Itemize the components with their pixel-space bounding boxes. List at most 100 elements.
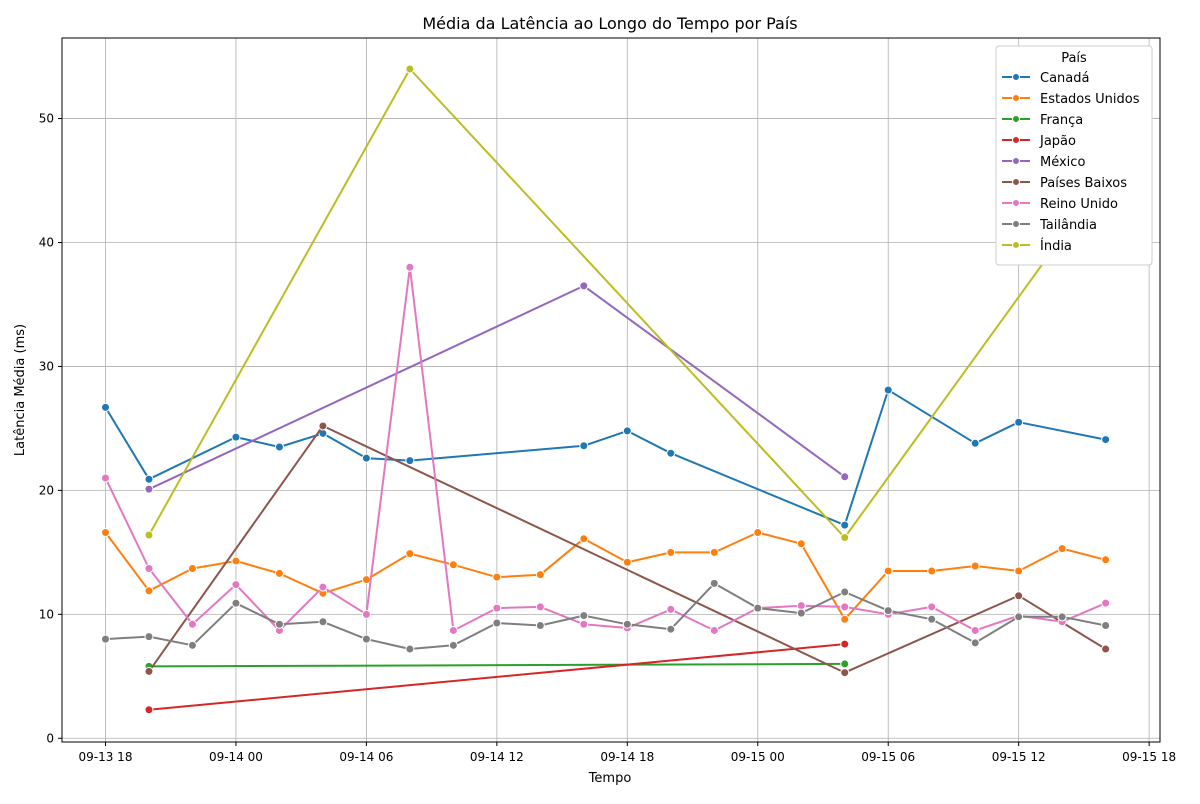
legend-swatch-marker — [1012, 73, 1020, 81]
data-point — [796, 601, 806, 611]
y-tick-label: 10 — [39, 607, 54, 621]
data-point — [144, 632, 154, 642]
data-point — [405, 549, 415, 559]
data-point — [579, 534, 589, 544]
data-point — [1101, 435, 1111, 445]
data-point — [187, 563, 197, 573]
series-5 — [144, 421, 1111, 678]
data-point — [709, 625, 719, 635]
data-point — [405, 64, 415, 74]
legend-title: País — [1061, 51, 1087, 66]
data-point — [405, 644, 415, 654]
legend-item: França — [1002, 113, 1083, 128]
legend-swatch-marker — [1012, 157, 1020, 165]
x-tick-label: 09-15 00 — [731, 750, 785, 764]
data-point — [492, 603, 502, 613]
x-tick-label: 09-14 12 — [470, 750, 524, 764]
x-tick-label: 09-14 00 — [209, 750, 263, 764]
plot-frame — [61, 37, 1161, 743]
series-line — [148, 662, 845, 668]
data-point — [579, 441, 589, 451]
data-point — [1057, 544, 1067, 554]
legend-label: França — [1040, 113, 1083, 128]
data-point — [1101, 598, 1111, 608]
data-point — [840, 520, 850, 530]
y-axis-label: Latência Média (ms) — [13, 324, 28, 456]
series-7 — [100, 578, 1111, 654]
legend-swatch-marker — [1012, 115, 1020, 123]
x-tick-label: 09-15 18 — [1122, 750, 1176, 764]
data-point — [535, 570, 545, 580]
legend-swatch-marker — [1012, 136, 1020, 144]
data-point — [840, 659, 850, 669]
legend-item: Índia — [1002, 238, 1072, 254]
data-point — [318, 582, 328, 592]
data-point — [231, 580, 241, 590]
data-point — [579, 281, 589, 291]
data-point — [666, 624, 676, 634]
data-point — [187, 640, 197, 650]
y-tick-label: 40 — [39, 236, 54, 250]
x-tick-label: 09-13 18 — [79, 750, 133, 764]
data-point — [1101, 620, 1111, 630]
data-point — [448, 560, 458, 570]
data-point — [622, 619, 632, 629]
data-point — [579, 611, 589, 621]
data-point — [405, 456, 415, 466]
x-tick-label: 09-14 18 — [600, 750, 654, 764]
data-point — [144, 666, 154, 676]
x-tick-label: 09-14 06 — [339, 750, 393, 764]
x-axis-label: Tempo — [588, 771, 632, 786]
data-point — [100, 402, 110, 412]
legend-label: Japão — [1039, 134, 1076, 149]
data-point — [883, 566, 893, 576]
x-axis: 09-13 18 09-14 00 09-14 06 09-14 12 09-14 18… — [79, 742, 1176, 764]
legend-item: Tailândia — [1002, 218, 1097, 233]
data-point — [883, 606, 893, 616]
data-point — [970, 438, 980, 448]
data-point — [1014, 591, 1024, 601]
legend-item: México — [1002, 155, 1085, 170]
legend-label: México — [1040, 155, 1085, 170]
data-point — [883, 385, 893, 395]
data-point — [796, 539, 806, 549]
data-point — [666, 547, 676, 557]
legend-label: Índia — [1040, 238, 1072, 254]
data-point — [1057, 612, 1067, 622]
data-point — [840, 587, 850, 597]
data-point — [796, 608, 806, 618]
data-point — [666, 604, 676, 614]
data-point — [448, 640, 458, 650]
data-point — [840, 614, 850, 624]
data-point — [144, 586, 154, 596]
legend-swatch-marker — [1012, 178, 1020, 186]
data-point — [318, 617, 328, 627]
legend-item: Canadá — [1002, 71, 1089, 86]
y-tick-label: 50 — [39, 112, 54, 126]
data-point — [100, 634, 110, 644]
legend-item: Japão — [1002, 134, 1076, 149]
data-point — [492, 572, 502, 582]
data-point — [1014, 417, 1024, 427]
legend-swatch-marker — [1012, 199, 1020, 207]
data-point — [187, 619, 197, 629]
series-line — [148, 643, 845, 711]
legend-label: Países Baixos — [1040, 176, 1127, 191]
data-point — [318, 421, 328, 431]
legend-label: Tailândia — [1039, 218, 1097, 233]
legend-box — [995, 45, 1153, 266]
data-point — [535, 602, 545, 612]
data-point — [144, 484, 154, 494]
legend-item: Países Baixos — [1002, 176, 1127, 191]
series-line — [104, 389, 1106, 527]
legend-label: Canadá — [1040, 71, 1089, 86]
data-point — [231, 556, 241, 566]
legend-label: Estados Unidos — [1040, 92, 1140, 107]
legend-label: Reino Unido — [1040, 197, 1118, 212]
series-3 — [144, 639, 850, 715]
series-line — [104, 531, 1106, 621]
data-point — [361, 609, 371, 619]
x-tick-label: 09-15 06 — [861, 750, 915, 764]
data-point — [927, 602, 937, 612]
